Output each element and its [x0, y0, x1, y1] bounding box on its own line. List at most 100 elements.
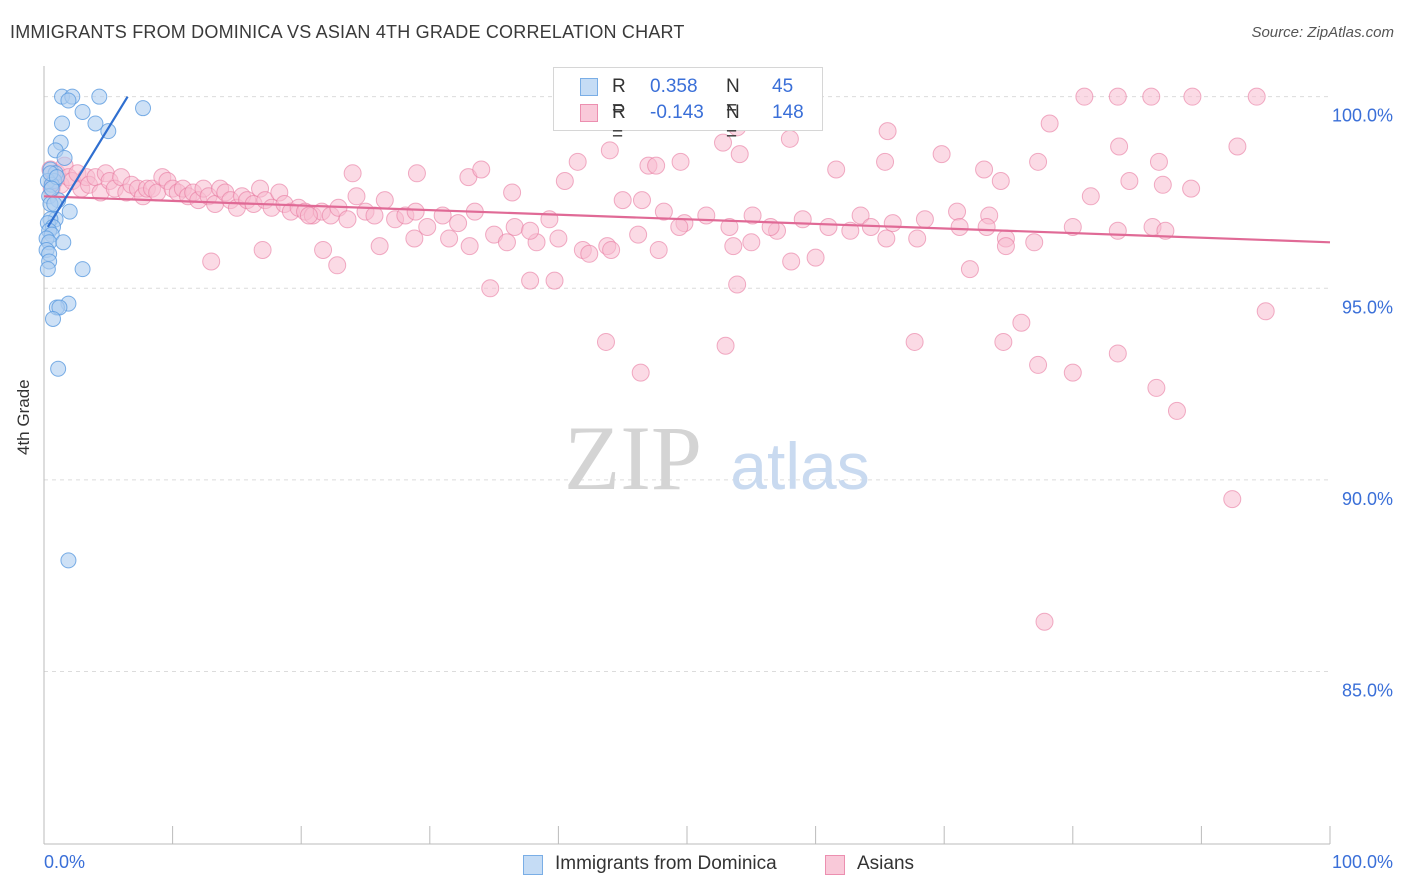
correlation-legend: R = 0.358 N = 45 R = -0.143 N = 148: [553, 67, 823, 145]
data-point-asians: [670, 217, 689, 236]
legend-r-value: -0.143: [650, 102, 704, 123]
data-point-asians: [877, 229, 896, 248]
legend-r-value: 0.358: [650, 76, 698, 97]
data-point-asians: [819, 217, 838, 236]
data-point-asians: [472, 160, 491, 179]
trend-line-asians: [43, 195, 1331, 244]
data-point-asians: [1108, 221, 1127, 240]
data-point-asians: [950, 217, 969, 236]
data-point-asians: [460, 237, 479, 256]
data-point-asians: [521, 271, 540, 290]
data-point-asians: [671, 152, 690, 171]
y-tick-label: 95.0%: [1342, 297, 1393, 317]
data-point-dominica: [87, 115, 104, 132]
data-point-asians: [948, 202, 967, 221]
x-tick-label-max: 100.0%: [1331, 852, 1393, 872]
data-point-asians: [714, 133, 733, 152]
data-point-asians: [370, 237, 389, 256]
data-point-asians: [338, 210, 357, 229]
trend-lines: [43, 96, 1331, 244]
data-point-asians: [1012, 313, 1031, 332]
data-point-asians: [1075, 87, 1094, 106]
y-tick-label: 100.0%: [1332, 106, 1393, 126]
legend-r-label: R =: [612, 102, 626, 145]
trend-line-dominica: [46, 96, 129, 228]
legend-n-label: N =: [726, 76, 740, 119]
data-point-dominica: [55, 234, 72, 251]
data-point-asians: [600, 141, 619, 160]
legend-n-label: N =: [726, 102, 740, 145]
data-point-asians: [629, 225, 648, 244]
data-point-asians: [505, 217, 524, 236]
data-point-asians: [649, 240, 668, 259]
data-point-asians: [1228, 137, 1247, 156]
data-point-asians: [328, 256, 347, 275]
data-point-asians: [1025, 233, 1044, 252]
data-point-asians: [555, 171, 574, 190]
data-point-asians: [730, 145, 749, 164]
data-point-asians: [347, 187, 366, 206]
data-point-asians: [1120, 171, 1139, 190]
data-point-asians: [602, 240, 621, 259]
data-point-asians: [932, 145, 951, 164]
watermark-zip: ZIP: [564, 407, 702, 509]
data-point-asians: [742, 233, 761, 252]
watermark-atlas: atlas: [730, 429, 869, 503]
legend-swatch-blue: [580, 78, 598, 96]
data-point-asians: [697, 206, 716, 225]
legend-swatch-blue: [523, 855, 543, 875]
legend-n-value: 148: [772, 102, 804, 123]
data-point-asians: [253, 240, 272, 259]
y-tick-label: 90.0%: [1342, 489, 1393, 509]
data-point-asians: [1183, 87, 1202, 106]
data-point-asians: [405, 229, 424, 248]
y-tick-label: 85.0%: [1342, 681, 1393, 701]
data-point-asians: [314, 240, 333, 259]
data-point-asians: [876, 152, 895, 171]
data-point-dominica: [135, 100, 152, 117]
data-point-asians: [1029, 152, 1048, 171]
data-point-asians: [449, 214, 468, 233]
data-point-asians: [1247, 87, 1266, 106]
legend-label-asians: Asians: [857, 853, 915, 874]
data-point-asians: [1029, 355, 1048, 374]
data-point-asians: [497, 233, 516, 252]
x-tick-label-min: 0.0%: [44, 852, 86, 872]
data-point-dominica: [39, 261, 56, 278]
data-point-asians: [728, 275, 747, 294]
legend-swatch-pink: [580, 104, 598, 122]
data-point-asians: [647, 156, 666, 175]
watermark: ZIP atlas: [564, 407, 870, 509]
data-point-asians: [915, 210, 934, 229]
data-point-asians: [975, 160, 994, 179]
data-point-asians: [878, 122, 897, 141]
data-point-asians: [654, 202, 673, 221]
legend-n-value: 45: [772, 76, 794, 97]
data-point-asians: [406, 202, 425, 221]
data-point-asians: [1156, 221, 1175, 240]
data-point-dominica: [61, 203, 78, 220]
data-point-asians: [1167, 401, 1186, 420]
data-point-dominica: [50, 360, 67, 377]
data-point-asians: [521, 221, 540, 240]
data-point-asians: [994, 332, 1013, 351]
data-point-asians: [1142, 87, 1161, 106]
data-point-asians: [375, 191, 394, 210]
data-point-asians: [1182, 179, 1201, 198]
data-point-asians: [793, 210, 812, 229]
series-asians: [41, 87, 1275, 631]
data-point-asians: [806, 248, 825, 267]
data-point-asians: [1108, 344, 1127, 363]
data-point-asians: [720, 217, 739, 236]
data-point-asians: [780, 129, 799, 148]
data-point-dominica: [54, 115, 71, 132]
data-point-asians: [1149, 152, 1168, 171]
data-point-asians: [545, 271, 564, 290]
data-point-asians: [549, 229, 568, 248]
data-point-asians: [991, 171, 1010, 190]
source-label: Source: ZipAtlas.com: [1251, 24, 1394, 41]
data-point-asians: [1223, 490, 1242, 509]
data-point-asians: [977, 217, 996, 236]
data-point-dominica: [43, 180, 60, 197]
data-point-dominica: [74, 261, 91, 278]
